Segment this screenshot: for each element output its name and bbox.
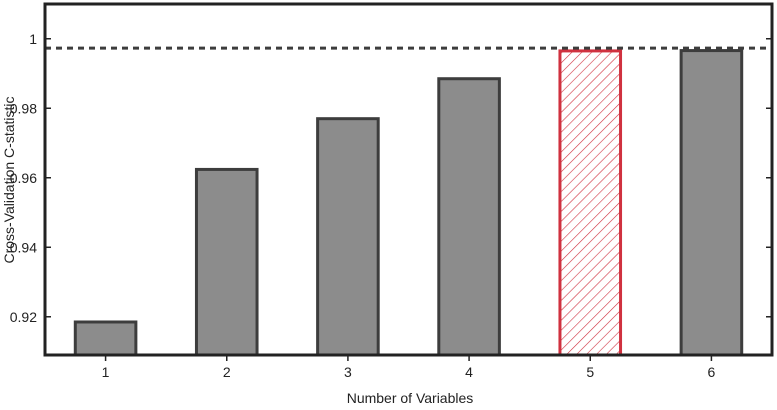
x-tick-label: 4	[465, 364, 473, 380]
bar-highlighted	[558, 49, 623, 357]
bar	[437, 77, 501, 357]
x-tick-label: 3	[344, 364, 352, 380]
bar	[316, 117, 380, 357]
x-tick-label: 2	[223, 364, 231, 380]
y-tick-label: 0.92	[10, 309, 37, 325]
y-tick-label: 1	[29, 31, 37, 47]
x-tick-label: 6	[708, 364, 716, 380]
y-axis-title: Cross-Validation C-statistic	[1, 96, 17, 263]
x-axis-title: Number of Variables	[347, 390, 474, 406]
bars-layer	[73, 49, 744, 357]
bar	[73, 320, 138, 357]
y-tick-label: 0.98	[10, 100, 37, 116]
plot-frame	[43, 2, 774, 357]
x-tick-label: 1	[102, 364, 110, 380]
y-tick-label: 0.96	[10, 170, 37, 186]
x-tick-label: 5	[586, 364, 594, 380]
bar	[194, 167, 259, 357]
bar	[679, 49, 744, 357]
ticks-layer: 1 2 3 4 5 6 0.92 0.94 0.96 0.98 1	[10, 31, 772, 380]
y-tick-label: 0.94	[10, 239, 37, 255]
